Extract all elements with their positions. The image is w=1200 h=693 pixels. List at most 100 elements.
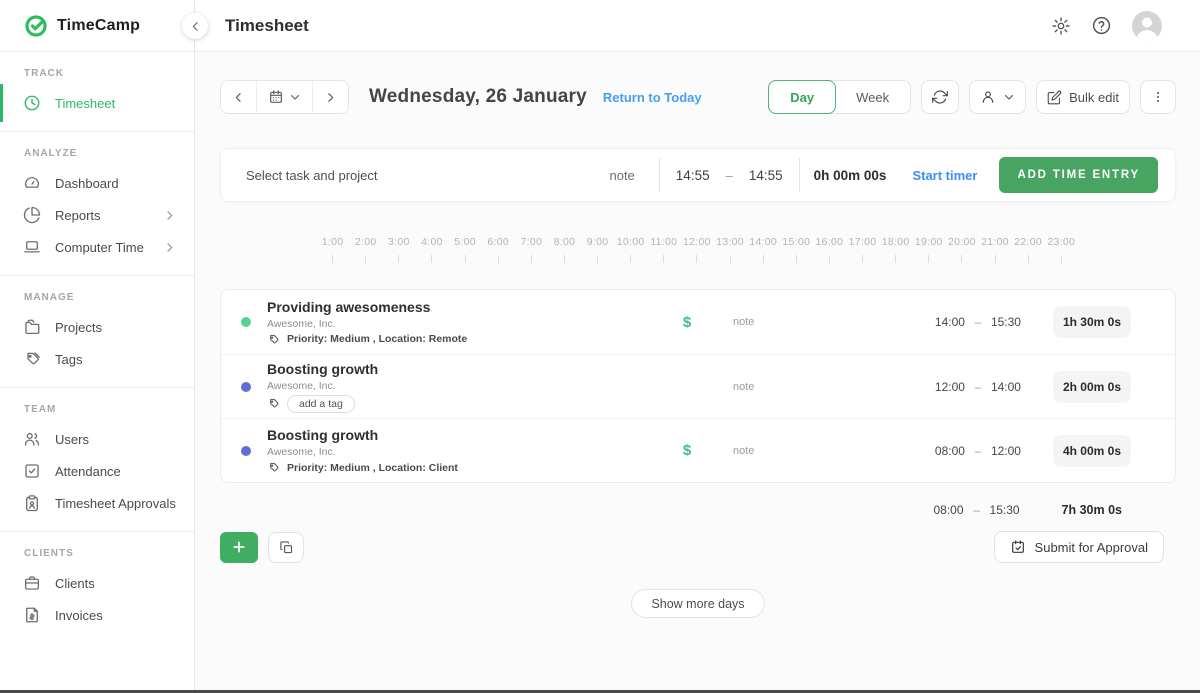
entry-start-time[interactable]: 08:00 — [934, 443, 965, 458]
entry-duration-badge[interactable]: 2h 00m 0s — [1052, 370, 1131, 403]
entry-note-input[interactable]: note — [733, 316, 755, 328]
time-entry-row[interactable]: Boosting growth Awesome, Inc. Priority: … — [221, 418, 1175, 482]
task-project-select[interactable]: Select task and project — [246, 167, 378, 183]
app-logo[interactable]: TimeCamp — [0, 0, 194, 52]
sidebar-item-label: Tags — [55, 351, 83, 367]
timeline-hour: 20:00 — [945, 232, 978, 263]
sidebar-section-clients: CLIENTS — [24, 548, 74, 559]
more-options-button[interactable] — [1140, 80, 1176, 114]
sidebar-item-label: Projects — [55, 319, 102, 335]
add-entry-plus-button[interactable] — [220, 531, 258, 563]
bulk-edit-button[interactable]: Bulk edit — [1036, 80, 1130, 114]
sidebar-item-users[interactable]: Users — [0, 423, 194, 455]
note-input[interactable]: note — [609, 167, 635, 183]
start-time-input[interactable]: 14:55 — [675, 167, 710, 183]
sidebar-item-projects[interactable]: Projects — [0, 311, 194, 343]
main-area: Timesheet — [195, 0, 1200, 693]
laptop-icon — [23, 238, 41, 256]
time-range-inputs: 14:55 – 14:55 — [676, 168, 783, 183]
timeline-hour: 12:00 — [680, 232, 713, 263]
clock-icon — [23, 94, 41, 112]
entry-start-time[interactable]: 14:00 — [934, 315, 965, 329]
app-name: TimeCamp — [57, 16, 141, 34]
settings-button[interactable] — [1051, 16, 1071, 36]
entry-details[interactable]: Boosting growth Awesome, Inc. Priority: … — [267, 427, 677, 474]
top-header: Timesheet — [195, 0, 1200, 52]
entry-end-time[interactable]: 12:00 — [990, 443, 1021, 458]
start-timer-button[interactable]: Start timer — [912, 167, 978, 183]
time-entry-row[interactable]: Providing awesomeness Awesome, Inc. Prio… — [221, 290, 1175, 354]
timeline-hour: 21:00 — [979, 232, 1012, 263]
billable-toggle[interactable]: $ — [682, 442, 692, 459]
calendar-check-icon — [1010, 539, 1026, 555]
entry-note-input[interactable]: note — [733, 380, 755, 393]
timeline-hour: 14:00 — [747, 232, 780, 263]
entry-duration-badge[interactable]: 1h 30m 0s — [1052, 306, 1131, 338]
timeline-ruler: 1:00 2:00 3:00 4:00 5:00 6:00 7:00 8:00 … — [316, 232, 1078, 263]
sidebar-collapse-button[interactable] — [182, 13, 208, 39]
sidebar-item-timesheet[interactable]: Timesheet — [0, 84, 194, 122]
entry-tags: add a tag — [267, 394, 677, 413]
timeline-hour: 17:00 — [846, 232, 879, 263]
show-more-days-button[interactable]: Show more days — [631, 589, 765, 618]
sidebar-item-computer-time[interactable]: Computer Time — [0, 231, 194, 263]
page-title: Timesheet — [225, 15, 309, 35]
briefcase-icon — [23, 574, 41, 592]
timeline-hour: 3:00 — [382, 232, 415, 263]
calendar-picker-button[interactable] — [256, 81, 312, 113]
sidebar-item-reports[interactable]: Reports — [0, 199, 194, 231]
user-filter-button[interactable] — [969, 80, 1027, 114]
view-controls: Day Week Bulk edit — [768, 80, 1176, 114]
next-day-button[interactable] — [312, 81, 348, 113]
sidebar-section-manage: MANAGE — [24, 292, 75, 303]
entry-duration-badge[interactable]: 4h 00m 0s — [1052, 434, 1131, 467]
user-avatar[interactable] — [1132, 10, 1162, 41]
sidebar-item-invoices[interactable]: Invoices — [0, 599, 194, 631]
entry-client: Awesome, Inc. — [267, 446, 336, 458]
previous-day-button[interactable] — [221, 81, 256, 113]
entry-end-time[interactable]: 15:30 — [990, 315, 1021, 329]
folder-icon — [23, 318, 41, 336]
dashboard-gauge-icon — [23, 174, 41, 192]
add-tag-button[interactable]: add a tag — [287, 394, 355, 413]
kebab-menu-icon — [1150, 89, 1166, 105]
sidebar-item-tags[interactable]: Tags — [0, 343, 194, 375]
time-entry-row[interactable]: Boosting growth Awesome, Inc. add a tag … — [221, 354, 1175, 418]
help-icon — [1091, 15, 1112, 36]
date-navigation-row: Wednesday, 26 January Return to Today Da… — [220, 80, 1176, 114]
entry-note-input[interactable]: note — [733, 444, 755, 457]
timeline-hour: 22:00 — [1012, 232, 1045, 263]
bulk-edit-label: Bulk edit — [1069, 89, 1119, 105]
sidebar-item-attendance[interactable]: Attendance — [0, 455, 194, 487]
entry-client: Awesome, Inc. — [267, 379, 336, 392]
tab-week-view[interactable]: Week — [835, 81, 911, 113]
end-time-input[interactable]: 14:55 — [748, 167, 783, 183]
timesheet-content: Wednesday, 26 January Return to Today Da… — [195, 52, 1200, 693]
entry-end-time[interactable]: 14:00 — [990, 379, 1021, 394]
duration-value[interactable]: 0h 00m 00s — [813, 167, 887, 183]
sidebar-item-label: Computer Time — [55, 239, 144, 255]
entry-start-time[interactable]: 12:00 — [934, 379, 965, 394]
sidebar-item-label: Reports — [55, 207, 101, 223]
day-totals-row: 08:00 – 15:30 7h 30m 0s — [220, 495, 1176, 525]
entry-details[interactable]: Boosting growth Awesome, Inc. add a tag — [267, 361, 677, 413]
sidebar-item-timesheet-approvals[interactable]: Timesheet Approvals — [0, 487, 194, 519]
return-to-today-link[interactable]: Return to Today — [602, 89, 702, 105]
duplicate-entries-button[interactable] — [268, 531, 304, 563]
billable-toggle[interactable]: $ — [682, 313, 692, 331]
sidebar-item-dashboard[interactable]: Dashboard — [0, 167, 194, 199]
sidebar-divider — [0, 275, 194, 276]
total-duration: 7h 30m 0s — [1061, 503, 1122, 517]
entry-details[interactable]: Providing awesomeness Awesome, Inc. Prio… — [267, 299, 677, 346]
help-button[interactable] — [1091, 15, 1112, 36]
tag-icon — [267, 397, 280, 410]
refresh-button[interactable] — [921, 80, 960, 114]
submit-for-approval-button[interactable]: Submit for Approval — [993, 531, 1164, 563]
add-time-entry-button[interactable]: ADD TIME ENTRY — [999, 157, 1158, 193]
entry-tags[interactable]: Priority: Medium , Location: Remote — [267, 333, 677, 346]
tab-day-view[interactable]: Day — [768, 80, 837, 114]
clipboard-person-icon — [23, 494, 41, 512]
sidebar-item-clients[interactable]: Clients — [0, 567, 194, 599]
entry-tags[interactable]: Priority: Medium , Location: Client — [267, 461, 677, 474]
